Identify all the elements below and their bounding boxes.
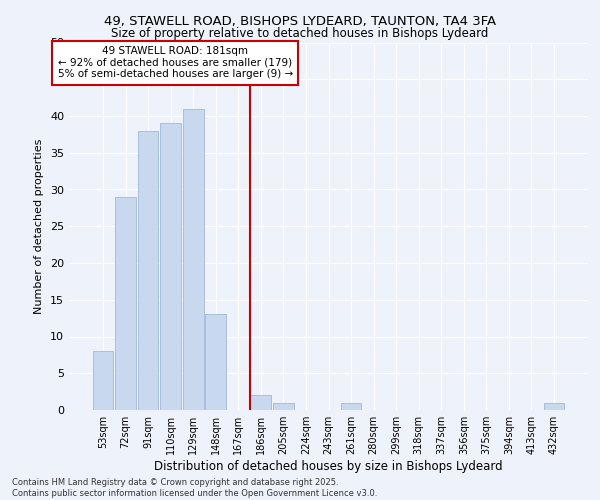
Y-axis label: Number of detached properties: Number of detached properties	[34, 138, 44, 314]
Text: 49 STAWELL ROAD: 181sqm
← 92% of detached houses are smaller (179)
5% of semi-de: 49 STAWELL ROAD: 181sqm ← 92% of detache…	[58, 46, 293, 80]
Bar	[250, 396, 271, 410]
Bar	[160, 124, 181, 410]
Bar	[92, 351, 113, 410]
Bar	[273, 402, 294, 410]
Text: Size of property relative to detached houses in Bishops Lydeard: Size of property relative to detached ho…	[112, 28, 488, 40]
Text: Contains HM Land Registry data © Crown copyright and database right 2025.
Contai: Contains HM Land Registry data © Crown c…	[12, 478, 377, 498]
Bar	[544, 402, 565, 410]
Bar	[115, 197, 136, 410]
Bar	[183, 108, 203, 410]
Bar	[341, 402, 361, 410]
Bar	[137, 130, 158, 410]
Bar	[205, 314, 226, 410]
Text: 49, STAWELL ROAD, BISHOPS LYDEARD, TAUNTON, TA4 3FA: 49, STAWELL ROAD, BISHOPS LYDEARD, TAUNT…	[104, 15, 496, 28]
X-axis label: Distribution of detached houses by size in Bishops Lydeard: Distribution of detached houses by size …	[154, 460, 503, 473]
